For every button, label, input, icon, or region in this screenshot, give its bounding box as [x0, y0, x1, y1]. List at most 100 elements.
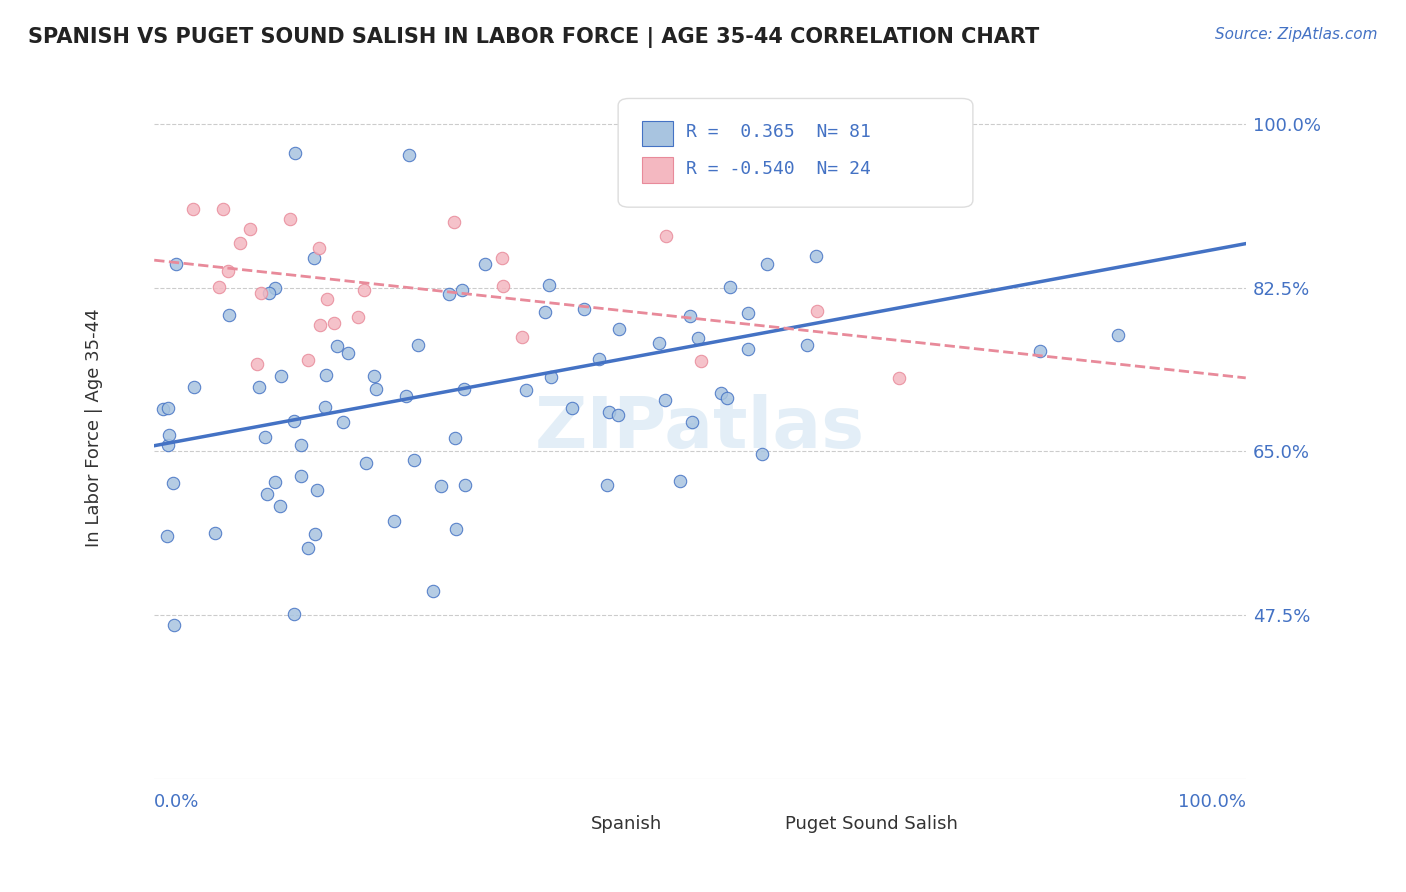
Point: [429, 478, 451, 492]
Point: [229, 236, 252, 251]
Point: [598, 405, 620, 419]
Point: [755, 257, 778, 271]
Point: [588, 352, 610, 367]
Text: ZIPatlas: ZIPatlas: [534, 393, 865, 463]
Point: [439, 287, 461, 301]
Point: [290, 438, 312, 452]
Point: [537, 277, 560, 292]
Text: Spanish: Spanish: [591, 815, 662, 833]
Point: [796, 337, 818, 351]
Point: [648, 336, 671, 351]
FancyBboxPatch shape: [619, 98, 973, 207]
Point: [297, 353, 319, 368]
Point: [737, 343, 759, 357]
Point: [453, 478, 475, 492]
Point: [163, 618, 186, 632]
Point: [181, 202, 204, 216]
Point: [156, 529, 179, 543]
Bar: [738, 814, 769, 838]
Point: [246, 357, 269, 371]
Point: [444, 431, 467, 445]
Bar: [643, 157, 672, 183]
Point: [253, 429, 276, 443]
Point: [453, 382, 475, 396]
Point: [443, 215, 465, 229]
Point: [422, 583, 444, 598]
Point: [607, 409, 630, 423]
Point: [283, 607, 305, 621]
Point: [152, 402, 174, 417]
Bar: [541, 814, 572, 838]
Point: [284, 146, 307, 161]
Point: [315, 368, 337, 382]
Point: [654, 392, 676, 407]
Point: [257, 285, 280, 300]
Point: [595, 478, 617, 492]
Point: [156, 437, 179, 451]
Point: [283, 414, 305, 428]
Point: [540, 369, 562, 384]
Point: [668, 474, 690, 488]
Point: [263, 475, 285, 489]
Text: R = -0.540  N= 24: R = -0.540 N= 24: [686, 160, 870, 178]
Point: [446, 522, 468, 536]
Point: [814, 140, 837, 154]
Text: Puget Sound Salish: Puget Sound Salish: [785, 815, 957, 833]
Point: [314, 400, 336, 414]
Point: [332, 416, 354, 430]
Point: [239, 222, 262, 236]
Point: [353, 283, 375, 297]
Point: [681, 415, 703, 429]
Point: [384, 514, 406, 528]
Point: [534, 304, 557, 318]
Point: [183, 380, 205, 394]
Point: [561, 401, 583, 415]
Point: [654, 228, 676, 243]
Point: [217, 264, 239, 278]
Point: [309, 318, 332, 332]
Point: [402, 452, 425, 467]
Point: [326, 339, 349, 353]
Point: [690, 354, 713, 368]
Point: [406, 338, 429, 352]
Text: Source: ZipAtlas.com: Source: ZipAtlas.com: [1215, 27, 1378, 42]
Point: [354, 456, 377, 470]
Point: [363, 369, 385, 384]
Text: 100.0%: 100.0%: [1178, 793, 1246, 811]
Text: 0.0%: 0.0%: [155, 793, 200, 811]
Point: [304, 527, 326, 541]
Point: [302, 251, 325, 265]
Point: [515, 383, 537, 397]
Point: [451, 283, 474, 297]
Point: [347, 310, 370, 325]
Point: [510, 330, 533, 344]
Point: [1107, 327, 1129, 342]
Point: [889, 371, 911, 385]
Point: [737, 306, 759, 320]
Point: [716, 391, 738, 405]
Point: [315, 293, 337, 307]
Point: [574, 302, 596, 317]
Point: [806, 304, 828, 318]
Point: [256, 487, 278, 501]
Point: [718, 280, 741, 294]
Point: [297, 541, 319, 556]
Point: [322, 317, 344, 331]
Point: [247, 380, 270, 394]
Point: [679, 309, 702, 323]
Point: [204, 525, 226, 540]
Point: [395, 389, 418, 403]
Point: [756, 176, 779, 190]
Point: [165, 257, 187, 271]
Point: [1029, 343, 1052, 358]
Point: [157, 401, 180, 416]
Point: [307, 483, 329, 497]
Point: [751, 447, 773, 461]
Point: [264, 280, 287, 294]
Point: [162, 475, 184, 490]
Point: [269, 499, 291, 513]
Point: [474, 257, 496, 271]
Point: [212, 202, 235, 216]
Point: [157, 428, 180, 442]
Point: [308, 241, 330, 255]
